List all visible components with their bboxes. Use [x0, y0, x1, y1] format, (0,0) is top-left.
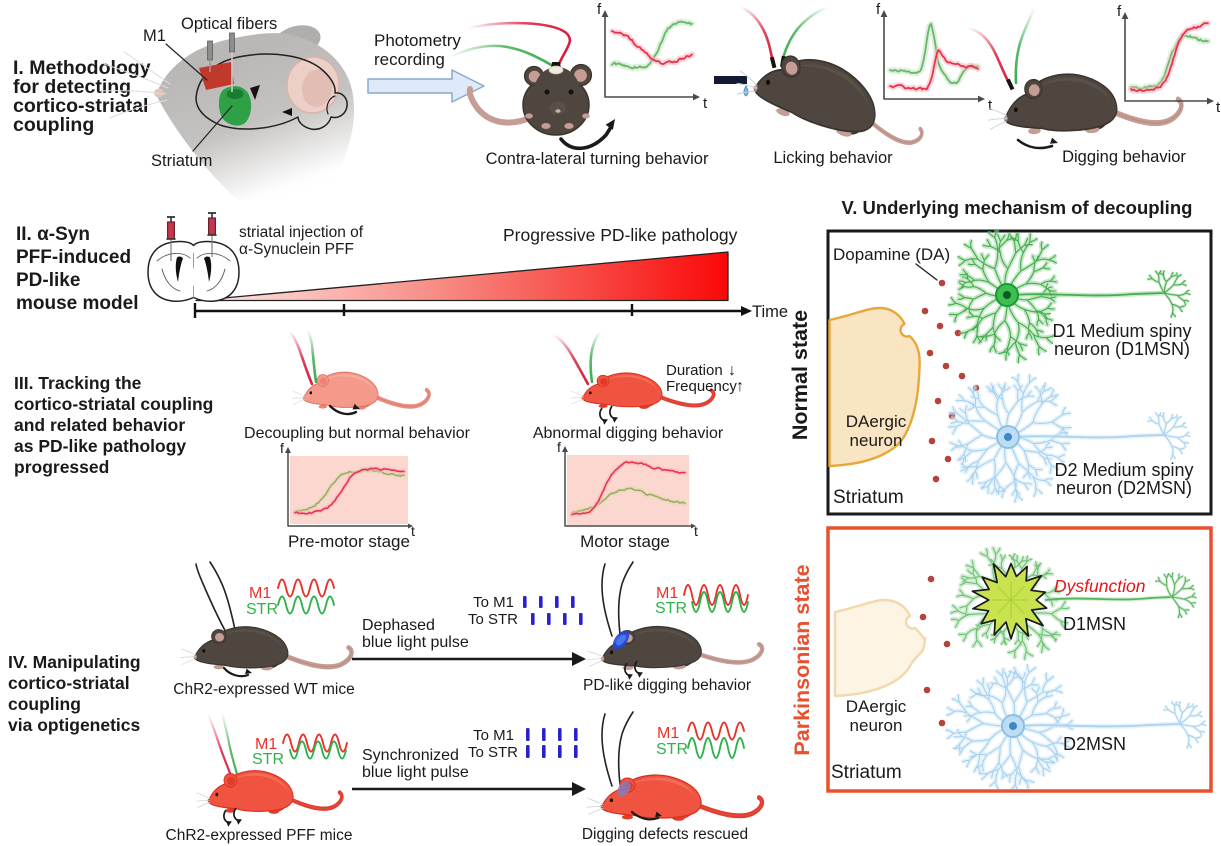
svg-text:t: t [988, 97, 993, 114]
svg-text:M1: M1 [657, 725, 679, 742]
svg-text:Abnormal digging behavior: Abnormal digging behavior [533, 425, 724, 442]
svg-text:M1: M1 [249, 585, 271, 602]
svg-text:f: f [597, 1, 602, 18]
svg-text:STR: STR [246, 601, 278, 618]
svg-text:striatal injection of: striatal injection of [239, 224, 364, 241]
svg-text:ChR2-expressed PFF mice: ChR2-expressed PFF mice [166, 827, 353, 844]
svg-text:M1: M1 [255, 736, 277, 753]
svg-text:coupling: coupling [8, 694, 81, 714]
svg-text:via optigenetics: via optigenetics [8, 715, 141, 735]
svg-text:STR: STR [252, 751, 284, 768]
svg-text:III. Tracking the: III. Tracking the [14, 373, 142, 393]
svg-text:Motor stage: Motor stage [580, 532, 670, 551]
svg-text:To M1: To M1 [473, 727, 514, 744]
svg-text:f: f [557, 439, 561, 455]
svg-text:M1: M1 [656, 585, 678, 602]
svg-text:t: t [694, 523, 698, 539]
svg-text:neuron (D1MSN): neuron (D1MSN) [1054, 339, 1190, 359]
svg-text:D1 Medium spiny: D1 Medium spiny [1052, 321, 1191, 341]
svg-text:To STR: To STR [468, 744, 518, 761]
svg-text:Progressive PD-like pathology: Progressive PD-like pathology [503, 225, 738, 245]
svg-text:Frequency: Frequency [666, 378, 737, 395]
svg-text:II. α-Syn: II. α-Syn [16, 224, 90, 245]
svg-text:recording: recording [374, 50, 445, 69]
svg-text:PD-like: PD-like [16, 270, 80, 291]
svg-text:D2MSN: D2MSN [1063, 734, 1126, 754]
svg-text:PFF-induced: PFF-induced [16, 247, 131, 268]
svg-text:Contra-lateral turning behavio: Contra-lateral turning behavior [486, 150, 709, 168]
svg-text:STR: STR [656, 741, 688, 758]
svg-text:for detecting: for detecting [13, 76, 131, 98]
svg-text:coupling: coupling [13, 114, 94, 136]
svg-text:V. Underlying mechanism of dec: V. Underlying mechanism of decoupling [842, 197, 1193, 218]
svg-text:Digging defects rescued: Digging defects rescued [582, 826, 748, 843]
svg-text:progressed: progressed [14, 457, 109, 477]
svg-text:D2 Medium spiny: D2 Medium spiny [1054, 460, 1193, 480]
svg-text:DAergic: DAergic [846, 697, 907, 716]
svg-text:Decoupling but normal behavior: Decoupling but normal behavior [244, 425, 471, 442]
svg-text:Dopamine (DA): Dopamine (DA) [833, 245, 950, 264]
svg-text:Striatum: Striatum [831, 762, 902, 783]
svg-text:f: f [280, 440, 284, 456]
svg-text:neuron: neuron [850, 431, 903, 450]
svg-text:Striatum: Striatum [833, 487, 904, 508]
svg-text:t: t [703, 95, 708, 112]
svg-text:neuron: neuron [850, 716, 903, 735]
svg-text:↑: ↑ [736, 378, 744, 395]
svg-text:blue light pulse: blue light pulse [362, 634, 469, 651]
svg-text:cortico-striatal coupling: cortico-striatal coupling [14, 394, 213, 414]
svg-text:ChR2-expressed WT mice: ChR2-expressed WT mice [173, 681, 354, 698]
svg-text:cortico-striatal: cortico-striatal [8, 673, 130, 693]
svg-text:α-Synuclein PFF: α-Synuclein PFF [239, 241, 354, 258]
svg-text:To STR: To STR [468, 611, 518, 628]
svg-text:as PD-like pathology: as PD-like pathology [14, 436, 186, 456]
svg-text:cortico-striatal: cortico-striatal [13, 95, 148, 117]
svg-text:PD-like digging behavior: PD-like digging behavior [583, 677, 751, 694]
svg-text:STR: STR [655, 600, 687, 617]
svg-text:M1: M1 [143, 27, 166, 45]
svg-text:Digging behavior: Digging behavior [1062, 148, 1186, 166]
svg-text:Pre-motor stage: Pre-motor stage [288, 532, 410, 551]
svg-text:Photometry: Photometry [374, 31, 461, 50]
svg-text:Licking behavior: Licking behavior [773, 149, 893, 167]
svg-text:Striatum: Striatum [151, 152, 212, 170]
svg-text:To M1: To M1 [473, 594, 514, 611]
svg-text:IV. Manipulating: IV. Manipulating [8, 652, 141, 672]
svg-text:DAergic: DAergic [846, 412, 907, 431]
svg-text:neuron (D2MSN): neuron (D2MSN) [1056, 478, 1192, 498]
svg-text:Optical fibers: Optical fibers [181, 15, 277, 33]
svg-text:t: t [1216, 99, 1221, 116]
svg-text:t: t [411, 523, 415, 539]
svg-text:and related behavior: and related behavior [14, 415, 185, 435]
svg-text:Parkinsonian state: Parkinsonian state [790, 564, 814, 755]
svg-text:f: f [1117, 3, 1122, 20]
svg-text:Normal state: Normal state [788, 310, 812, 440]
svg-text:Dysfunction: Dysfunction [1054, 576, 1145, 596]
svg-text:Synchronized: Synchronized [362, 747, 459, 764]
svg-text:Dephased: Dephased [362, 617, 435, 634]
svg-text:f: f [876, 1, 881, 18]
svg-text:I. Methodology: I. Methodology [13, 57, 151, 79]
svg-text:↓: ↓ [728, 362, 736, 379]
svg-text:blue light pulse: blue light pulse [362, 764, 469, 781]
svg-text:mouse model: mouse model [16, 293, 138, 314]
svg-text:Duration: Duration [666, 362, 723, 379]
svg-text:Time: Time [752, 303, 788, 321]
svg-text:D1MSN: D1MSN [1063, 614, 1126, 634]
